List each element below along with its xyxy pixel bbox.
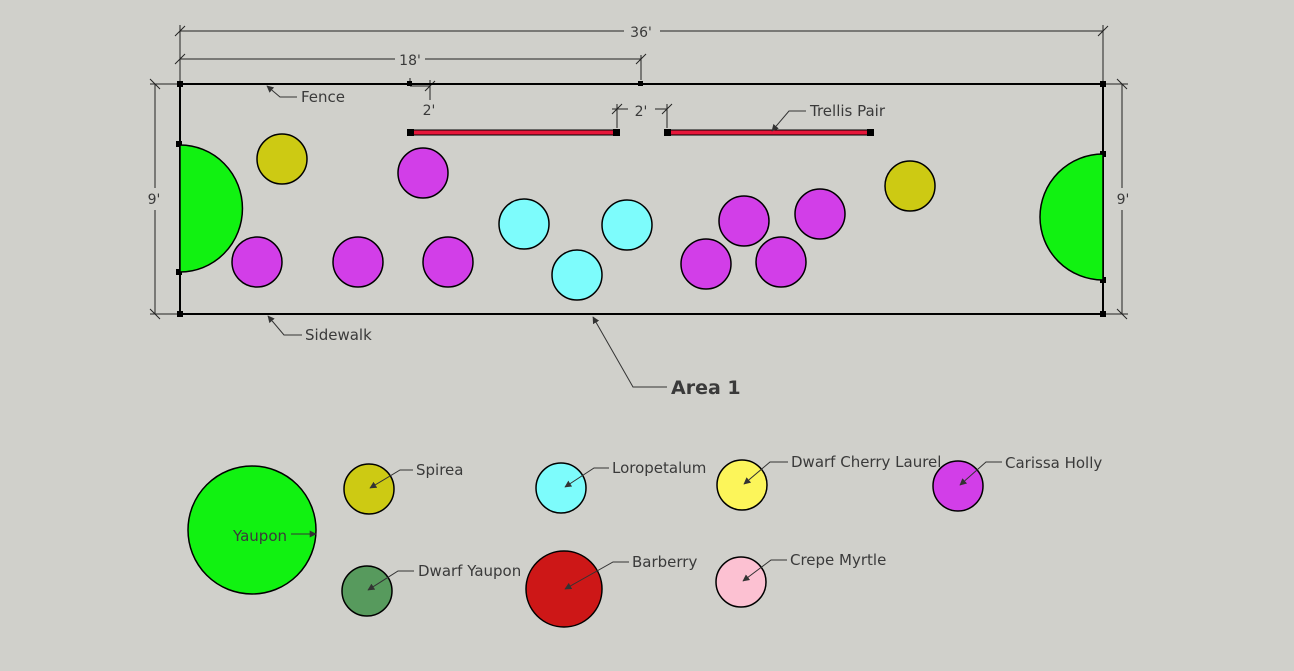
legend-label-barberry: Barberry [632, 553, 697, 571]
leader-lines [266, 85, 806, 388]
carissa-holly-plant [422, 236, 474, 288]
legend-label-carissa-holly: Carissa Holly [1005, 454, 1102, 472]
area-label: Area 1 [671, 377, 741, 399]
legend-label-spirea: Spirea [416, 461, 463, 479]
total-width-label: 36' [630, 25, 652, 41]
spirea-plant [884, 160, 936, 212]
trellis-label: Trellis Pair [809, 102, 886, 120]
carissa-holly-plant [794, 188, 846, 240]
legend-swatch-crepe-myrtle [715, 556, 767, 608]
half-width-label: 18' [399, 53, 421, 69]
trellis-gap-label: 2' [635, 104, 648, 120]
loropetalum-plant [498, 198, 550, 250]
yaupon-half-left [179, 144, 244, 273]
trellis-offset-label: 2' [423, 103, 436, 119]
depth-right-label: 9' [1117, 192, 1130, 208]
carissa-holly-plant [755, 236, 807, 288]
sidewalk-label: Sidewalk [305, 326, 372, 344]
yaupon-half-right [1039, 153, 1104, 281]
carissa-holly-plant [231, 236, 283, 288]
loropetalum-plant [601, 199, 653, 251]
fence-label: Fence [301, 88, 345, 106]
legend-label-dwarf-cherry-laurel: Dwarf Cherry Laurel [791, 453, 941, 471]
legend-swatch-spirea [343, 463, 395, 515]
trellis-pair [407, 129, 874, 136]
legend-swatch-loropetalum [535, 462, 587, 514]
carissa-holly-plant [332, 236, 384, 288]
legend-swatch-barberry [525, 550, 603, 628]
plot-plants [231, 133, 936, 301]
carissa-holly-plant [718, 195, 770, 247]
legend-swatch-carissa-holly [932, 460, 984, 512]
legend: Yaupon Spirea Loropetalum Dwarf Cherry L… [187, 453, 1102, 628]
depth-left-label: 9' [148, 192, 161, 208]
legend-label-dwarf-yaupon: Dwarf Yaupon [418, 562, 521, 580]
loropetalum-plant [551, 249, 603, 301]
legend-label-loropetalum: Loropetalum [612, 459, 706, 477]
legend-swatch-dwarf-yaupon [341, 565, 393, 617]
legend-label-yaupon: Yaupon [232, 527, 287, 545]
carissa-holly-plant [680, 238, 732, 290]
legend-swatch-dwarf-cherry-laurel [716, 459, 768, 511]
spirea-plant [256, 133, 308, 185]
legend-label-crepe-myrtle: Crepe Myrtle [790, 551, 886, 569]
carissa-holly-plant [397, 147, 449, 199]
legend-swatch-yaupon [187, 465, 317, 595]
